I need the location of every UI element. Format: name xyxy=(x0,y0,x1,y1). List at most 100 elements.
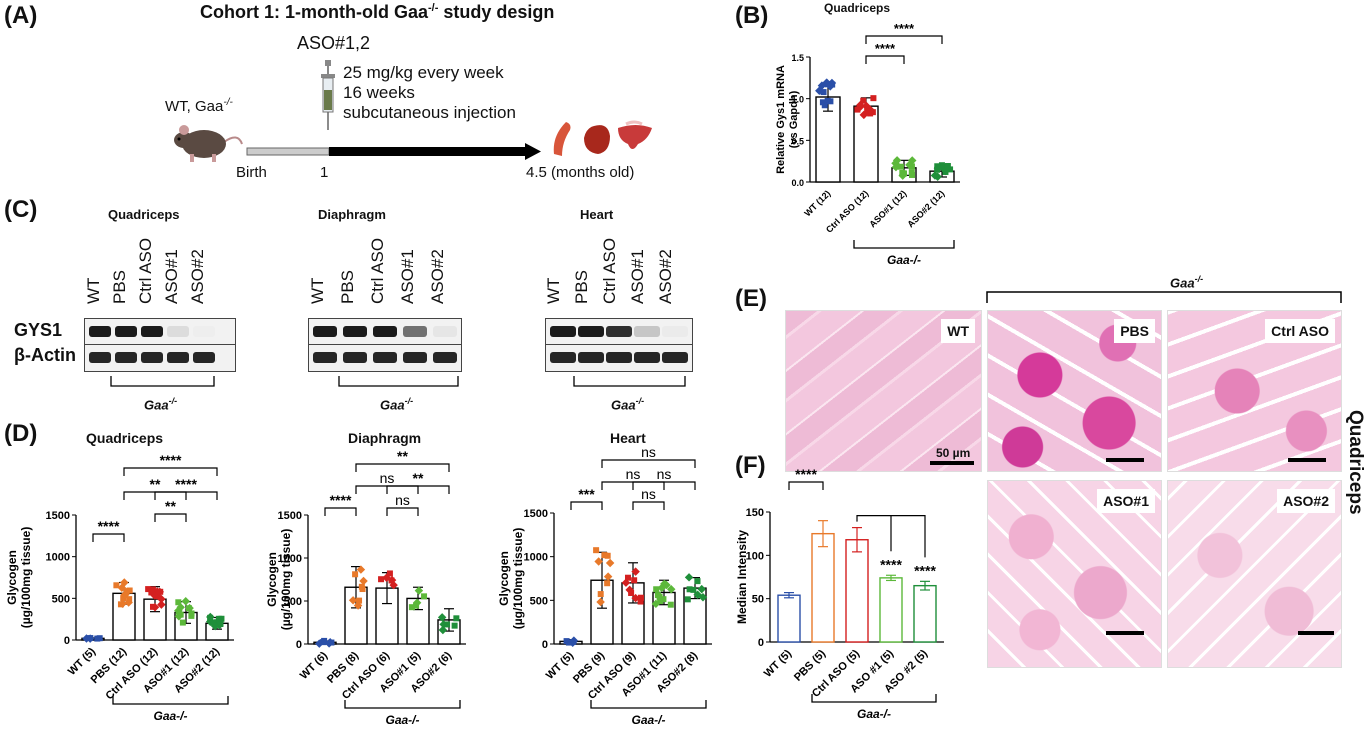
genotype-label: Gaa-/- xyxy=(887,253,921,267)
significance-bracket xyxy=(123,467,218,476)
significance-label: ns xyxy=(380,470,395,486)
significance-label: ns xyxy=(641,486,656,502)
data-point xyxy=(944,163,951,170)
y-tick-label: 0 xyxy=(758,637,764,649)
blot-band xyxy=(373,326,397,337)
blot-lane-label: Ctrl ASO xyxy=(600,237,619,304)
bar xyxy=(811,532,835,643)
timeline-end: 4.5 (months old) xyxy=(526,164,635,181)
chart-b-glys1-mrna: 0.0 0.5 1.0 1.5 Relative Gys1 mRNA (vs Gapdh)… xyxy=(775,21,960,267)
blot-band xyxy=(433,352,457,363)
blot-lane-label: Ctrl ASO xyxy=(368,237,387,304)
treatment-label: ASO#1,2 xyxy=(297,33,371,53)
scale-bar xyxy=(930,461,974,465)
significance-label: ** xyxy=(165,498,176,514)
data-point xyxy=(148,589,155,596)
data-point xyxy=(359,586,366,593)
significance-bracket xyxy=(632,481,696,490)
data-point xyxy=(660,579,669,589)
data-point xyxy=(356,565,366,574)
data-point xyxy=(621,578,631,587)
data-point xyxy=(624,574,631,581)
blot-band xyxy=(115,326,137,337)
blot-lane-label: ASO#2 xyxy=(188,249,207,304)
genotype-bracket xyxy=(344,700,461,709)
significance-bracket xyxy=(386,485,450,494)
data-point xyxy=(421,593,428,600)
y-axis-label: (µg/100mg tissue) xyxy=(511,528,525,630)
histology-pbs: PBS xyxy=(987,310,1162,472)
data-point xyxy=(324,639,334,648)
blot-genotype-label: Gaa-/- xyxy=(611,396,645,413)
scale-bar xyxy=(1106,631,1144,635)
histology-pbs-label: PBS xyxy=(1114,319,1155,343)
significance-bracket xyxy=(92,533,125,542)
blot-title: Diaphragm xyxy=(318,207,386,222)
significance-label: **** xyxy=(175,476,197,492)
y-axis-label: Glycogen xyxy=(497,551,511,606)
data-point xyxy=(637,594,644,601)
timeline-arrow xyxy=(246,143,541,160)
bar xyxy=(845,539,869,643)
duration-line: 16 weeks xyxy=(343,83,415,102)
data-point xyxy=(820,89,827,96)
blot-band xyxy=(167,326,189,337)
y-tick-label: 0.0 xyxy=(791,178,804,188)
blot-band xyxy=(343,352,367,363)
y-tick-label: 100 xyxy=(746,550,764,562)
data-point xyxy=(157,588,164,595)
histology-aso1: ASO#1 xyxy=(987,480,1162,668)
bar xyxy=(853,105,879,183)
blot-lane-label: ASO#1 xyxy=(398,249,417,304)
data-point xyxy=(870,95,877,102)
significance-label: ns xyxy=(395,492,410,508)
significance-bracket xyxy=(865,55,905,64)
significance-bracket xyxy=(865,35,943,44)
chart-d1-title: Quadriceps xyxy=(86,430,164,446)
data-point xyxy=(666,584,676,594)
chart-b-title: Quadriceps xyxy=(824,1,891,15)
data-point xyxy=(438,625,448,635)
blot-lane-label: WT xyxy=(308,277,327,304)
y-tick-label: 1.5 xyxy=(791,53,804,63)
data-point xyxy=(860,97,867,104)
blot-band xyxy=(313,326,337,337)
scale-bar xyxy=(1106,458,1144,462)
panel-label-e: (E) xyxy=(735,285,767,312)
blot-title: Quadriceps xyxy=(108,207,180,222)
bar xyxy=(777,594,801,643)
blot-band xyxy=(89,326,111,337)
data-point xyxy=(408,604,415,611)
mouse-genotype-label: WT, Gaa-/- xyxy=(165,97,233,115)
histology-aso2: ASO#2 xyxy=(1167,480,1342,668)
data-point xyxy=(94,635,101,642)
data-point xyxy=(667,601,674,608)
data-point xyxy=(891,162,901,172)
data-point xyxy=(596,597,605,607)
significance-label: **** xyxy=(330,492,352,508)
data-point xyxy=(181,597,190,606)
y-axis-label: Glycogen xyxy=(5,550,19,605)
y-tick-label: 500 xyxy=(52,593,70,605)
y-tick-label: 1500 xyxy=(46,510,70,522)
blot-band xyxy=(606,326,632,337)
significance-label: **** xyxy=(914,562,936,578)
category-label: WT (5) xyxy=(762,647,794,679)
blot-genotype-label: Gaa-/- xyxy=(380,396,414,413)
data-point xyxy=(898,171,907,180)
blot-band xyxy=(89,352,111,363)
chart-d2-title: Diaphragm xyxy=(348,430,422,446)
data-point xyxy=(827,98,834,105)
y-tick-label: 0 xyxy=(296,639,302,651)
data-point xyxy=(597,591,604,598)
significance-bracket xyxy=(154,491,218,500)
significance-label: *** xyxy=(578,486,595,502)
data-point xyxy=(378,576,385,583)
y-tick-label: 150 xyxy=(746,507,764,519)
blot-band xyxy=(606,352,632,363)
histology-wt-label: WT xyxy=(941,319,975,343)
blot-lane-label: Ctrl ASO xyxy=(136,237,155,304)
blot-band xyxy=(141,352,163,363)
data-point xyxy=(352,571,359,578)
significance-bracket xyxy=(324,507,357,516)
